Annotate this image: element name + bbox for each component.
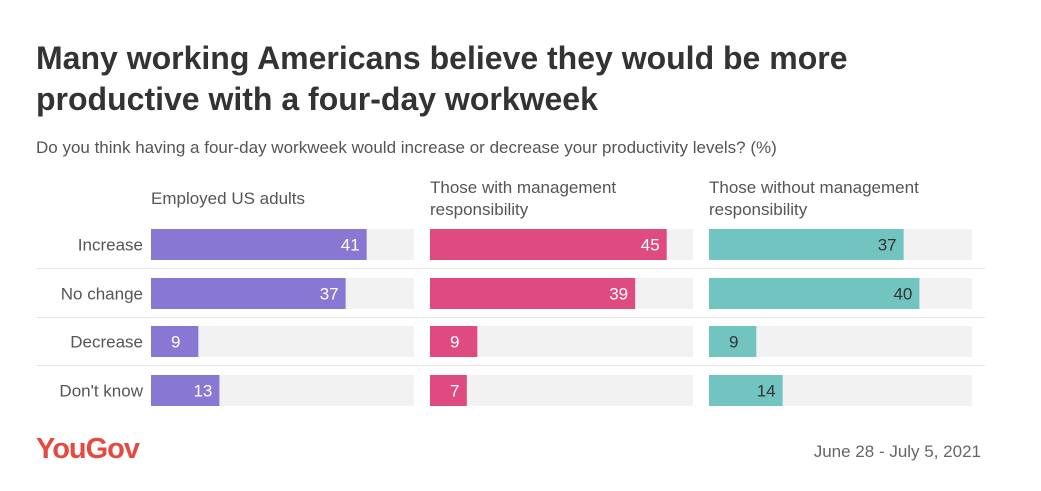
data-label: 37 [320,285,339,304]
data-label: 41 [341,236,360,255]
bar [151,278,346,309]
data-label: 37 [878,236,897,255]
bar [709,375,783,406]
bar [709,229,904,260]
date-range: June 28 - July 5, 2021 [813,442,981,461]
data-label: 14 [757,382,776,401]
bar [709,326,757,357]
bar [430,278,636,309]
bar [151,326,199,357]
data-label: 7 [450,382,459,401]
data-label: 9 [729,333,738,352]
data-label: 45 [641,236,660,255]
category-label: Increase [78,236,143,255]
bar [151,229,367,260]
bar-chart: Increase No change Decrease Don't know Emplo… [36,178,985,406]
yougov-logo: YouGov [36,433,140,465]
bar [430,326,478,357]
series-header: responsibility [709,200,808,219]
category-label: Don't know [59,382,143,401]
series-header: responsibility [430,200,529,219]
series-header: Employed US adults [151,189,305,208]
category-label: No change [61,285,143,304]
data-label: 9 [171,333,180,352]
data-label: 9 [450,333,459,352]
series-header: Those without management [709,178,919,197]
bar [151,375,220,406]
data-label: 39 [609,285,628,304]
bar-track [430,375,693,406]
bar [430,229,667,260]
chart-title: Many working Americans believe they woul… [36,40,848,117]
bar [430,375,467,406]
bar [709,278,920,309]
chart-subtitle: Do you think having a four-day workweek … [36,138,777,157]
data-label: 40 [893,285,912,304]
category-label: Decrease [70,333,143,352]
data-label: 13 [193,382,212,401]
series-header: Those with management [430,178,616,197]
